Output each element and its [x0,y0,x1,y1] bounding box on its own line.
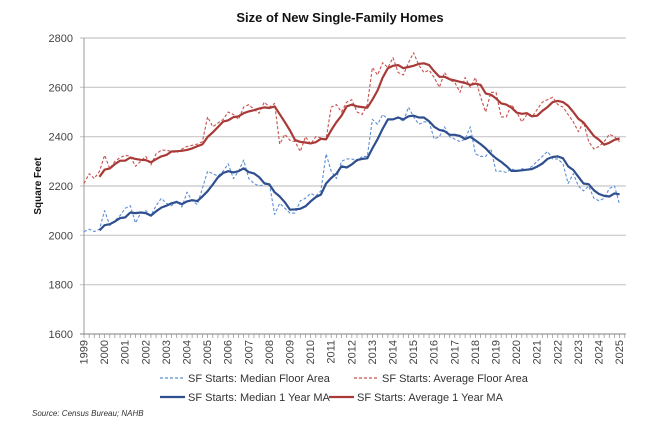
gridlines [80,37,626,335]
x-tick-label: 2016 [429,340,441,364]
series-line-3 [98,62,620,178]
x-tick-label: 2021 [532,340,544,364]
y-axis-label: Square Feet [33,157,44,215]
x-tick-label: 2014 [388,340,400,364]
y-axis-ticks: 1600 1800 2000 2200 2400 2600 2800 [49,33,73,341]
x-tick-label: 2025 [614,340,626,364]
x-tick-label: 2000 [99,340,111,364]
x-tick-label: 2012 [346,340,358,364]
legend-label-median-ma: SF Starts: Median 1 Year MA [188,392,331,404]
x-axis: 1999 2000 2001 2002 2003 2004 2005 2006 2007 2008… [79,38,626,364]
x-tick-label: 2022 [552,340,564,364]
y-tick-label: 2200 [49,181,73,193]
x-tick-label: 2004 [182,340,194,364]
y-tick-label: 2600 [49,82,73,94]
x-tick-label: 2008 [264,340,276,364]
x-tick-label: 2020 [511,340,523,364]
y-tick-label: 2400 [49,132,73,144]
y-tick-label: 1600 [49,329,73,341]
x-tick-label: 2019 [491,340,503,364]
x-tick-label: 2009 [285,340,297,364]
x-tick-label: 2017 [449,340,461,364]
x-tick-label: 2002 [140,340,152,364]
x-tick-label: 2024 [594,340,606,364]
x-tick-label: 2005 [202,340,214,364]
x-tick-label: 2018 [470,340,482,364]
x-tick-label: 2015 [408,340,420,364]
y-tick-label: 2800 [49,33,73,45]
x-tick-label: 1999 [79,340,91,364]
x-tick-label: 2010 [305,340,317,364]
x-tick-label: 2003 [161,340,173,364]
legend-label-median: SF Starts: Median Floor Area [188,373,331,385]
series-line-2 [98,114,620,232]
x-tick-label: 2011 [326,340,338,364]
legend-label-average-ma: SF Starts: Average 1 Year MA [357,392,504,404]
x-tick-label: 2001 [120,340,132,364]
y-tick-label: 1800 [49,280,73,292]
x-tick-label: 2006 [223,340,235,364]
y-tick-label: 2000 [49,230,73,242]
source-note: Source: Census Bureau; NAHB [32,409,144,418]
legend: SF Starts: Median Floor Area SF Starts: … [160,373,529,404]
x-tick-label: 2023 [573,340,585,364]
chart-title: Size of New Single-Family Homes [236,10,443,25]
series-line-0 [83,106,621,233]
series-lines [83,52,621,233]
x-tick-label: 2007 [243,340,255,364]
legend-label-average: SF Starts: Average Floor Area [382,373,529,385]
x-tick-label: 2013 [367,340,379,364]
